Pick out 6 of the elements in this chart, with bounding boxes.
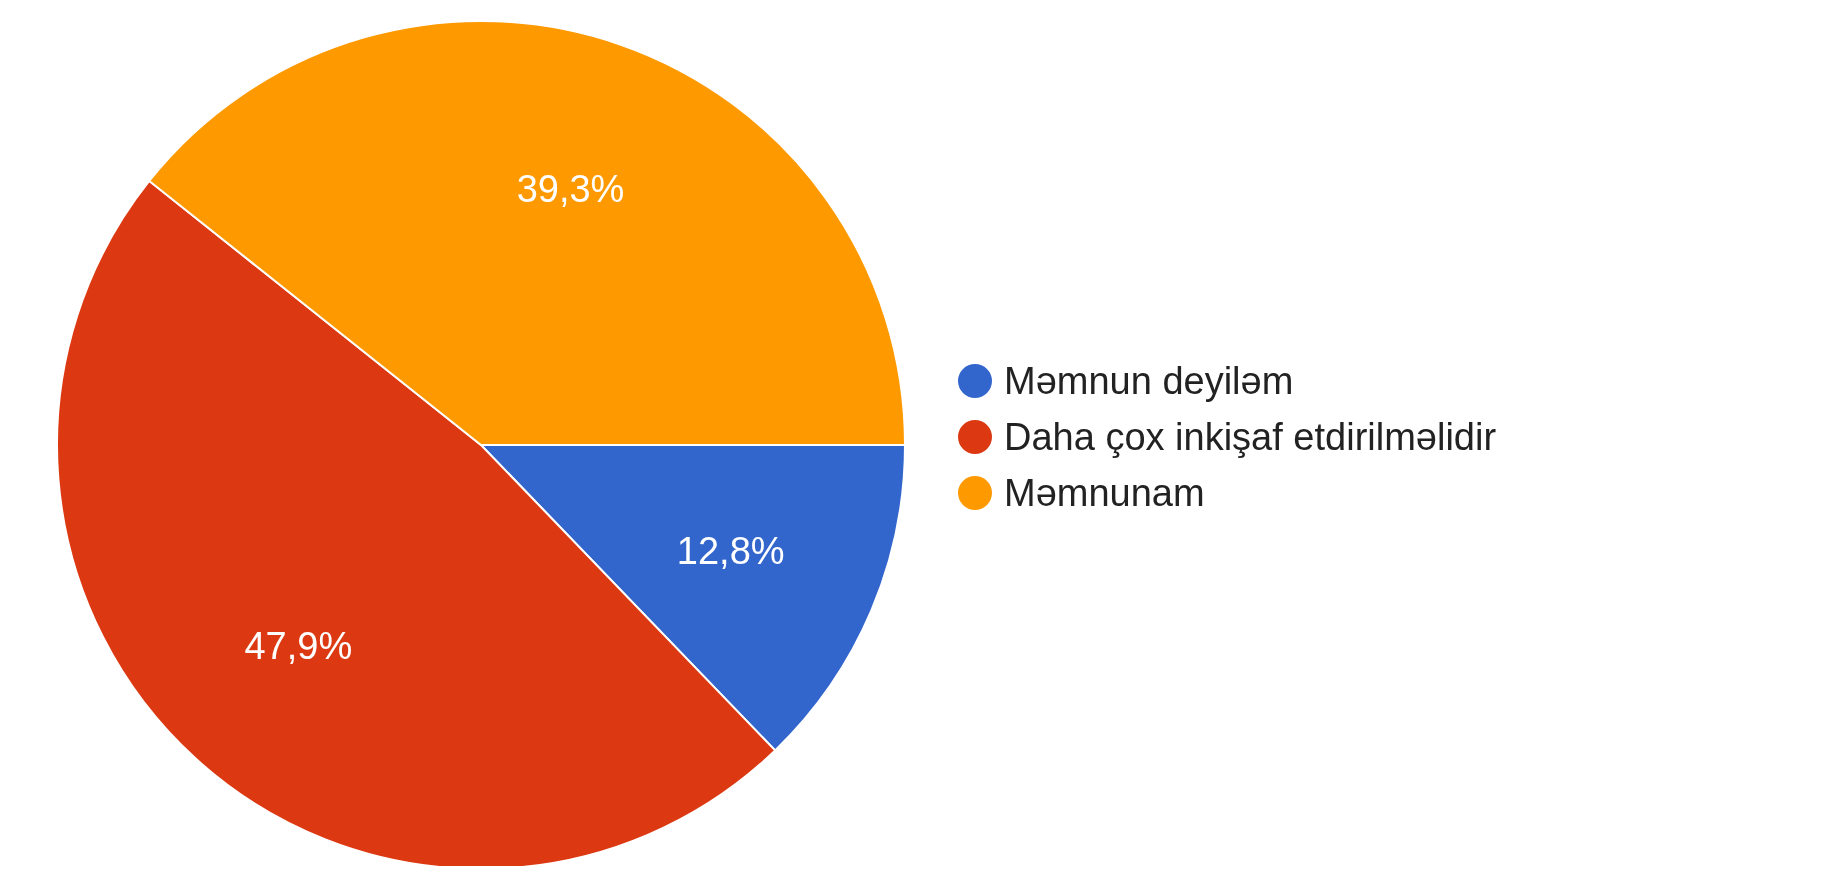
data-label: 39,3%	[516, 167, 625, 210]
legend-label: Məmnunam	[1004, 471, 1205, 515]
data-label: 12,8%	[676, 530, 785, 573]
legend-label: Məmnun deyiləm	[1004, 359, 1294, 403]
data-label: 47,9%	[244, 624, 353, 667]
legend-label: Daha çox inkişaf etdirilməlidir	[1004, 415, 1497, 459]
